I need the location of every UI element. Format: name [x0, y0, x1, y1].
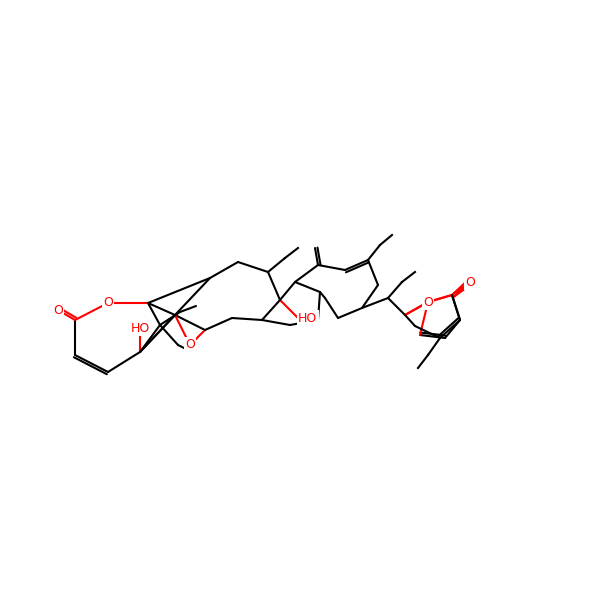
Text: O: O	[465, 275, 475, 289]
Text: O: O	[423, 295, 433, 308]
Text: O: O	[53, 304, 63, 317]
Text: O: O	[103, 296, 113, 310]
Text: HO: HO	[130, 322, 149, 335]
Text: O: O	[185, 338, 195, 352]
Text: HO: HO	[298, 311, 317, 325]
